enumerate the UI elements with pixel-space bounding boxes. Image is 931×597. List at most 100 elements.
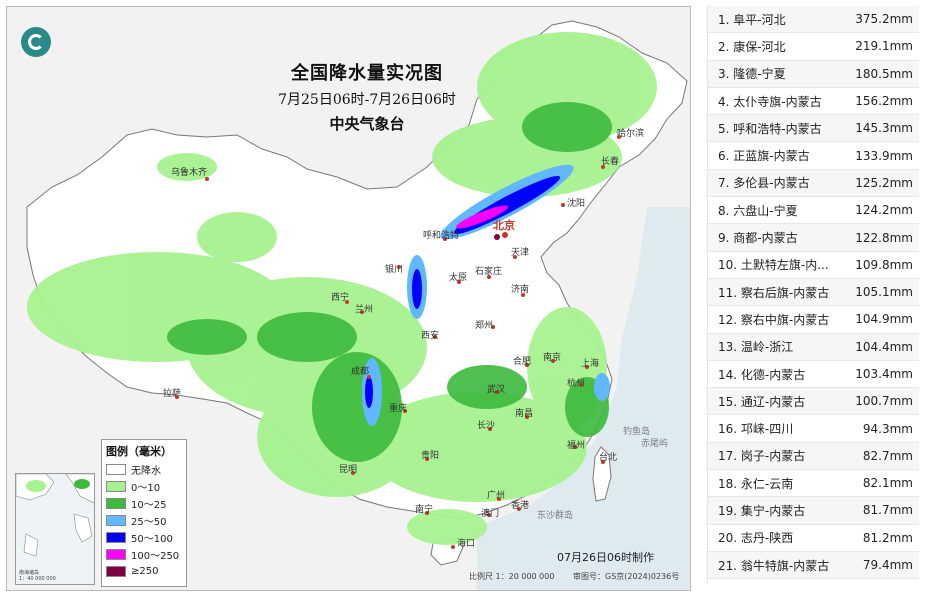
city-label: 东沙群岛 [537,511,574,521]
ranking-row[interactable]: 2. 康保-河北 219.1mm [708,33,919,61]
legend-title: 图例（毫米） [106,445,172,458]
station-name: 10. 土默特左旗-内... [718,258,829,273]
map-period: 7月25日06时-7月26日06时 [278,92,456,108]
city-label: 北京 [493,219,515,232]
city-label: 杭州 [567,379,586,389]
rainfall-value: 180.5mm [855,66,913,81]
cma-logo-icon [21,27,51,57]
station-name: 17. 岗子-内蒙古 [718,449,806,464]
ranking-row[interactable]: 13. 温岭-浙江 104.4mm [708,333,919,361]
ranking-row[interactable]: 6. 正蓝旗-内蒙古 133.9mm [708,142,919,170]
ranking-row[interactable]: 8. 六盘山-宁夏 124.2mm [708,197,919,225]
ranking-row[interactable]: 18. 永仁-云南 82.1mm [708,470,919,498]
city-label: 呼和浩特 [423,231,460,241]
rainfall-value: 82.1mm [862,476,913,491]
precipitation-map: 全国降水量实况图 7月25日06时-7月26日06时 中央气象台 乌鲁木齐 哈尔… [6,6,691,591]
legend: 图例（毫米） 无降水 0～10 10～25 25～50 50～100 100～250 ≥25… [101,439,187,587]
station-name: 7. 多伦县-内蒙古 [718,176,810,191]
city-label: 合肥 [513,357,532,367]
rainfall-value: 156.2mm [855,94,913,109]
south-china-sea-inset: 南海诸岛 1：40 000 000 [15,473,95,585]
station-name: 2. 康保-河北 [718,39,786,54]
ranking-row[interactable]: 14. 化德-内蒙古 103.4mm [708,361,919,389]
city-label: 石家庄 [475,267,503,277]
rainfall-value: 103.4mm [855,367,913,381]
city-label: 济南 [511,285,530,295]
rainfall-value: 104.9mm [855,312,913,327]
ranking-row[interactable]: 17. 岗子-内蒙古 82.7mm [708,442,919,471]
rainfall-value: 109.8mm [855,257,913,272]
ranking-row[interactable]: 16. 邛崃-四川 94.3mm [708,415,919,443]
legend-label: 25～50 [131,517,167,528]
precipitation-ranking-list[interactable]: 1. 阜平-河北 375.2mm 2. 康保-河北 219.1mm 3. 隆德-宁夏 18… [707,6,919,584]
ranking-row[interactable]: 22. 青川-四川77.0mm [708,579,919,584]
taiwan-island [592,446,612,502]
legend-swatch [106,464,126,475]
ranking-row[interactable]: 21. 翁牛特旗-内蒙古 79.4mm [708,551,919,580]
station-name: 4. 太仆寺旗-内蒙古 [718,94,822,109]
ranking-row[interactable]: 20. 志丹-陕西 81.2mm [708,525,919,552]
city-label: 成都 [351,367,370,377]
map-approval-number: 审图号：GS京(2024)0236号 [573,572,680,581]
ranking-row[interactable]: 10. 土默特左旗-内... 109.8mm [708,252,919,279]
rainfall-value: 81.7mm [862,503,913,518]
station-name: 20. 志丹-陕西 [718,531,794,546]
legend-swatch [106,515,126,526]
station-name: 12. 察右中旗-内蒙古 [718,312,830,327]
rainfall-value: 122.8mm [855,230,913,245]
city-label: 昆明 [339,465,358,475]
station-name: 19. 集宁-内蒙古 [718,503,806,518]
station-name: 15. 通辽-内蒙古 [718,394,806,409]
rain-10-25 [167,102,612,462]
ranking-row[interactable]: 15. 通辽-内蒙古 100.7mm [708,388,919,416]
station-name: 21. 翁牛特旗-内蒙古 [718,558,830,573]
legend-item: 无降水 [106,461,182,478]
city-label: 南宁 [415,505,434,515]
rainfall-value: 375.2mm [855,12,913,27]
ranking-row[interactable]: 3. 隆德-宁夏 180.5mm [708,60,919,88]
inset-map [16,474,94,557]
city-label: 天津 [511,248,530,258]
station-name: 14. 化德-内蒙古 [718,367,806,382]
rainfall-value: 124.2mm [855,203,913,218]
ranking-row[interactable]: 7. 多伦县-内蒙古 125.2mm [708,169,919,198]
legend-item: 50～100 [106,529,182,546]
rainfall-value: 100.7mm [855,394,913,409]
city-label: 香港 [511,501,530,511]
station-name: 13. 温岭-浙江 [718,340,794,355]
city-label: 银川 [385,265,404,275]
rainfall-value: 133.9mm [855,148,913,163]
city-label: 长春 [601,157,620,167]
map-title: 全国降水量实况图 [291,63,443,84]
rain-100-250 [455,205,509,229]
city-label: 南昌 [515,409,534,419]
city-label: 赤尾屿 [641,439,669,449]
city-label: 西安 [421,331,440,341]
ranking-row[interactable]: 11. 察右后旗-内蒙古 105.1mm [708,278,919,307]
inset-scale: 南海诸岛 1：40 000 000 [19,570,56,582]
city-markers [175,135,621,549]
ranking-row[interactable]: 5. 呼和浩特-内蒙古 145.3mm [708,115,919,143]
city-label: 澳门 [481,509,500,519]
city-label: 重庆 [389,404,408,414]
ranking-row[interactable]: 19. 集宁-内蒙古 81.7mm [708,497,919,525]
city-label: 贵阳 [421,451,440,461]
station-name: 11. 察右后旗-内蒙古 [718,285,830,300]
city-label: 福州 [567,441,586,451]
station-name: 18. 永仁-云南 [718,476,794,491]
ranking-row[interactable]: 12. 察右中旗-内蒙古 104.9mm [708,306,919,334]
city-label: 上海 [581,359,600,369]
rainfall-value: 145.3mm [855,121,913,136]
city-label: 钓鱼岛 [623,427,651,437]
ranking-row[interactable]: 1. 阜平-河北 375.2mm [708,6,919,34]
map-canvas [7,7,690,590]
legend-item: 10～25 [106,495,182,512]
ranking-row[interactable]: 4. 太仆寺旗-内蒙古 156.2mm [708,88,919,116]
legend-item: 100～250 [106,546,182,563]
ranking-row[interactable]: 9. 商都-内蒙古 122.8mm [708,224,919,252]
produced-time: 07月26日06时制作 [557,551,654,564]
city-label: 广州 [487,491,506,501]
legend-swatch [106,566,126,577]
station-name: 8. 六盘山-宁夏 [718,203,798,218]
rainfall-value: 82.7mm [862,448,913,463]
